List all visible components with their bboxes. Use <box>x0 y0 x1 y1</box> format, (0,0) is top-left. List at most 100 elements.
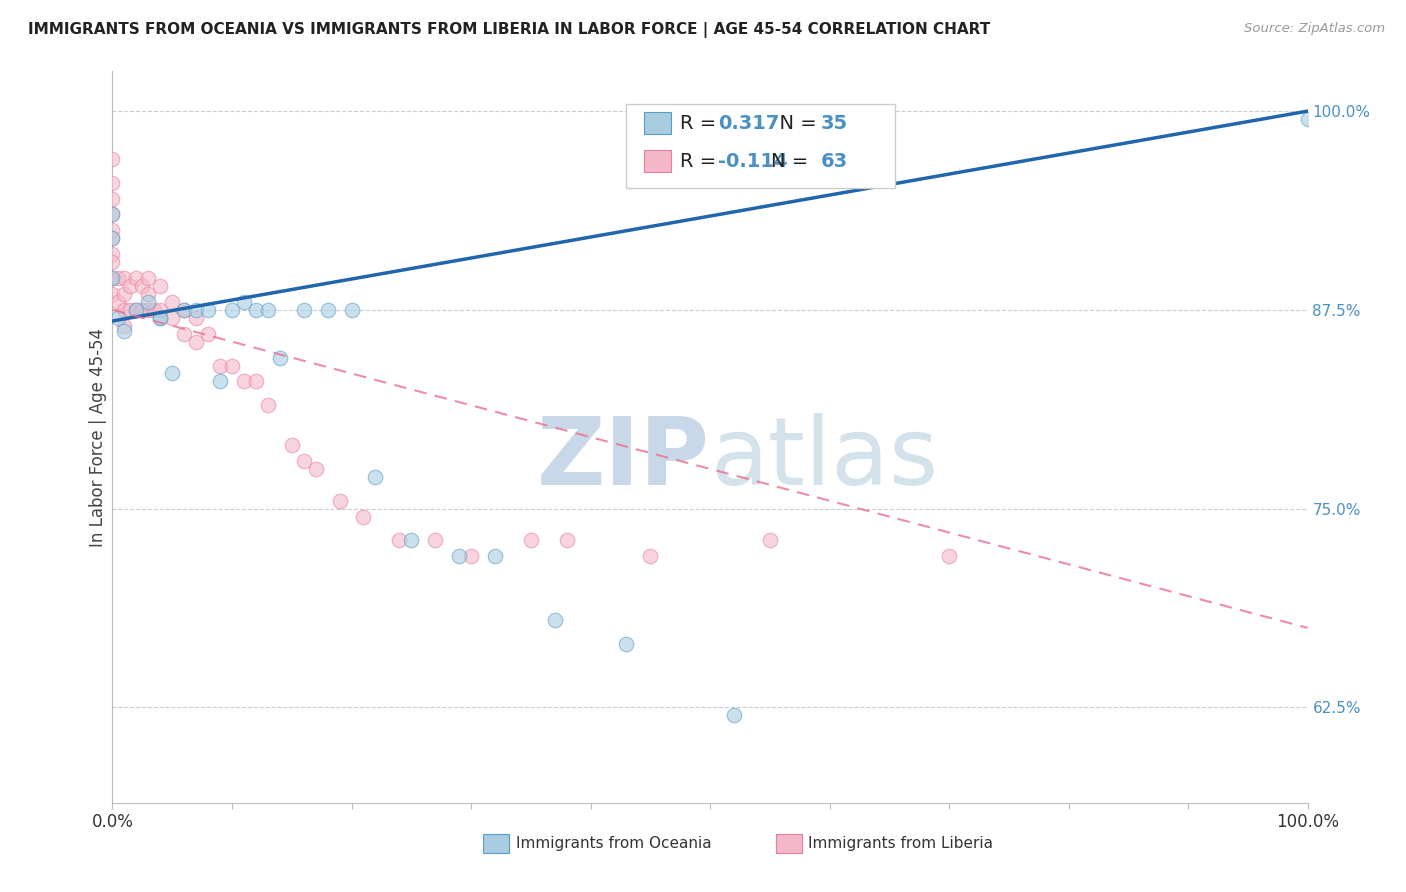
FancyBboxPatch shape <box>644 151 671 172</box>
Point <box>131 302 153 317</box>
Point <box>257 398 280 412</box>
Point <box>555 533 578 548</box>
Point <box>616 637 638 651</box>
Point <box>938 549 960 564</box>
Point <box>125 302 148 317</box>
Point <box>1296 112 1319 126</box>
Point <box>364 470 387 484</box>
Point <box>131 279 153 293</box>
Point <box>114 324 135 338</box>
Point <box>101 207 124 221</box>
FancyBboxPatch shape <box>484 834 509 853</box>
Point <box>292 302 315 317</box>
Point <box>640 549 662 564</box>
Point <box>101 207 124 221</box>
Point <box>186 302 208 317</box>
FancyBboxPatch shape <box>627 104 896 188</box>
Point <box>329 493 352 508</box>
Point <box>221 302 243 317</box>
Point <box>447 549 470 564</box>
Text: 35: 35 <box>821 114 848 133</box>
Point <box>197 302 219 317</box>
Point <box>125 271 148 285</box>
Point <box>138 271 160 285</box>
Point <box>245 375 267 389</box>
Point <box>162 294 183 309</box>
Point <box>149 279 172 293</box>
Point <box>233 294 256 309</box>
Point <box>292 454 315 468</box>
Text: IMMIGRANTS FROM OCEANIA VS IMMIGRANTS FROM LIBERIA IN LABOR FORCE | AGE 45-54 CO: IMMIGRANTS FROM OCEANIA VS IMMIGRANTS FR… <box>28 22 990 38</box>
Point <box>209 359 232 373</box>
Text: N =: N = <box>770 152 814 171</box>
Point <box>269 351 291 365</box>
Point <box>162 367 183 381</box>
Point <box>107 271 129 285</box>
Point <box>162 310 183 325</box>
Point <box>149 310 172 325</box>
Text: 0.317: 0.317 <box>718 114 780 133</box>
FancyBboxPatch shape <box>776 834 801 853</box>
Text: N =: N = <box>768 114 824 133</box>
Point <box>101 271 124 285</box>
Point <box>401 533 423 548</box>
Text: atlas: atlas <box>710 413 938 505</box>
Text: Immigrants from Oceania: Immigrants from Oceania <box>516 837 711 851</box>
Point <box>107 294 129 309</box>
Point <box>209 375 232 389</box>
Point <box>460 549 482 564</box>
Point <box>101 231 124 245</box>
Point <box>759 533 782 548</box>
Point <box>114 318 135 333</box>
Point <box>257 302 280 317</box>
Point <box>340 302 363 317</box>
Y-axis label: In Labor Force | Age 45-54: In Labor Force | Age 45-54 <box>89 327 107 547</box>
Point <box>101 271 124 285</box>
Point <box>173 302 195 317</box>
Point <box>221 359 243 373</box>
Point <box>245 302 267 317</box>
Point <box>186 334 208 349</box>
Point <box>197 326 219 341</box>
FancyBboxPatch shape <box>644 112 671 135</box>
Point <box>101 223 124 237</box>
Point <box>186 310 208 325</box>
Point <box>173 302 195 317</box>
Point <box>149 302 172 317</box>
Point <box>114 287 135 301</box>
Point <box>149 310 172 325</box>
Text: Immigrants from Liberia: Immigrants from Liberia <box>808 837 993 851</box>
Point <box>101 255 124 269</box>
Point <box>316 302 339 317</box>
Text: Source: ZipAtlas.com: Source: ZipAtlas.com <box>1244 22 1385 36</box>
Point <box>101 231 124 245</box>
Point <box>138 302 160 317</box>
Point <box>388 533 411 548</box>
Point <box>120 302 142 317</box>
Point <box>723 708 745 723</box>
Point <box>101 176 124 190</box>
Text: 63: 63 <box>821 152 848 171</box>
Point <box>173 326 195 341</box>
Point <box>120 279 142 293</box>
Point <box>305 462 328 476</box>
Point <box>143 302 166 317</box>
Text: -0.114: -0.114 <box>718 152 787 171</box>
Point <box>125 302 148 317</box>
Point <box>114 271 135 285</box>
Point <box>543 613 565 627</box>
Point <box>107 310 129 325</box>
Point <box>281 438 304 452</box>
Text: ZIP: ZIP <box>537 413 710 505</box>
Point <box>484 549 506 564</box>
Point <box>114 302 135 317</box>
Text: R =: R = <box>681 152 723 171</box>
Point <box>233 375 256 389</box>
Text: R =: R = <box>681 114 723 133</box>
Point <box>520 533 543 548</box>
Point <box>138 294 160 309</box>
Point <box>352 509 374 524</box>
Point <box>101 152 124 166</box>
Point <box>138 287 160 301</box>
Point <box>101 192 124 206</box>
